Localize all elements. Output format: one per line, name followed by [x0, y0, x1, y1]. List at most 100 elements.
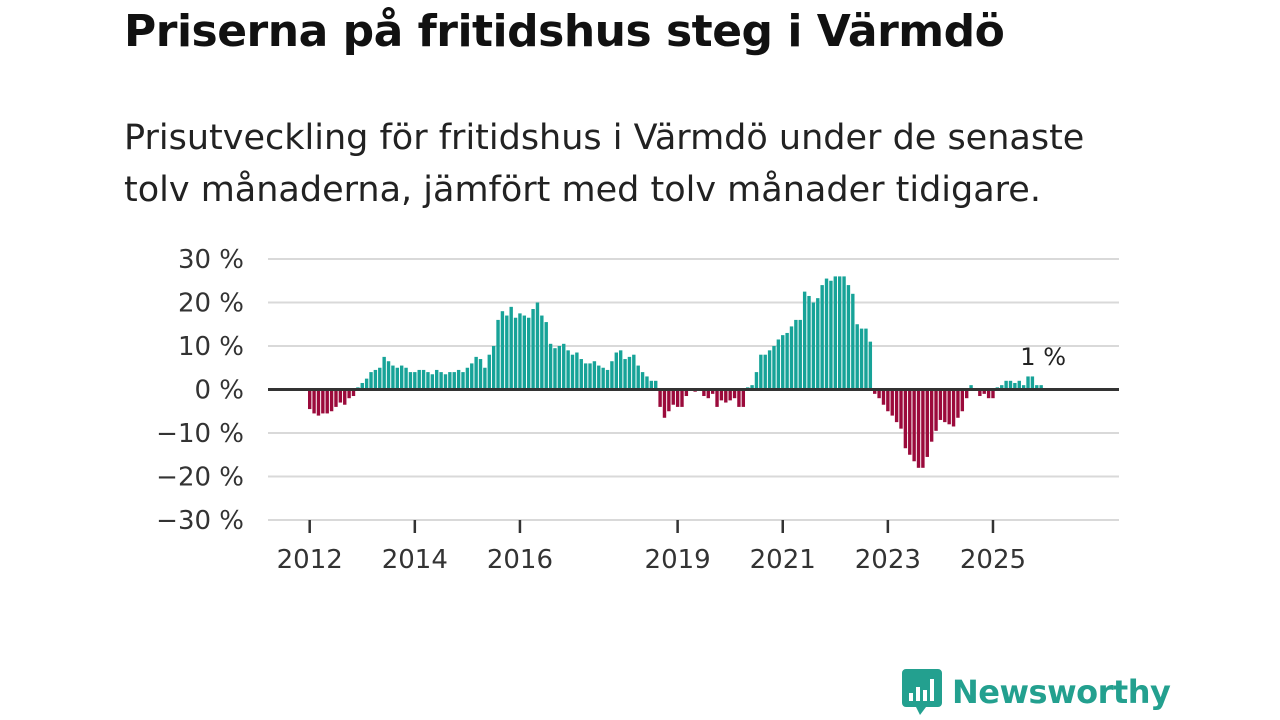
bar — [527, 317, 531, 390]
bar — [978, 389, 982, 397]
bar — [531, 309, 535, 390]
bar — [316, 389, 321, 416]
bar — [772, 346, 776, 390]
bar — [334, 389, 338, 407]
bar — [969, 385, 973, 390]
bar — [1017, 380, 1021, 390]
x-tick-label: 2019 — [645, 545, 711, 575]
bar — [846, 285, 851, 390]
brand-name: Newsworthy — [952, 673, 1171, 711]
bar — [435, 369, 439, 390]
bar — [715, 389, 719, 407]
bar — [986, 389, 991, 399]
bar — [636, 365, 640, 390]
bar — [540, 315, 544, 390]
bar — [627, 356, 632, 390]
bar — [566, 350, 570, 390]
bar — [798, 319, 802, 390]
x-tick-label: 2025 — [960, 545, 1026, 575]
bar — [1008, 380, 1013, 390]
bar — [443, 374, 448, 390]
bar — [369, 372, 373, 390]
bar — [802, 291, 807, 390]
bar — [1013, 382, 1017, 390]
bar — [982, 389, 986, 394]
bar — [820, 285, 824, 390]
bar — [575, 352, 579, 390]
bar — [632, 354, 636, 390]
bar — [439, 372, 443, 390]
bar — [478, 359, 483, 390]
bar — [947, 389, 951, 425]
bar — [916, 389, 921, 468]
bar — [934, 389, 938, 431]
bar — [649, 380, 654, 390]
bar — [614, 352, 618, 390]
bar — [544, 322, 548, 390]
bar — [360, 382, 364, 390]
bar — [807, 295, 811, 390]
bar — [881, 389, 886, 405]
bar — [470, 363, 474, 390]
bar — [640, 372, 645, 390]
brand-logo: Newsworthy — [902, 669, 1171, 715]
bar — [452, 372, 456, 390]
bar — [789, 326, 794, 390]
bar — [570, 354, 575, 390]
chart-subtitle: Prisutveckling för fritidshus i Värmdö u… — [124, 118, 1085, 210]
bar-series — [308, 276, 1043, 468]
bar — [338, 389, 343, 403]
y-tick-label: 20 % — [178, 289, 244, 319]
bar — [886, 389, 890, 412]
bar — [548, 343, 553, 390]
bar — [908, 389, 912, 455]
bar — [925, 389, 929, 457]
bar — [654, 380, 658, 390]
bar — [824, 278, 829, 390]
bar — [851, 293, 855, 390]
bar — [956, 389, 960, 418]
bar — [618, 350, 623, 390]
bar — [1035, 385, 1039, 390]
bar — [465, 367, 470, 390]
bar — [759, 354, 763, 390]
bar — [675, 389, 680, 407]
x-tick-label: 2021 — [750, 545, 816, 575]
bar — [662, 389, 667, 418]
bar — [719, 389, 724, 401]
bar — [903, 389, 908, 449]
bar — [741, 389, 746, 407]
bar — [667, 389, 671, 412]
bar — [833, 276, 837, 390]
bar — [597, 365, 601, 390]
bar — [868, 341, 873, 390]
bar — [461, 372, 465, 390]
bar — [496, 319, 500, 390]
bar — [623, 359, 627, 390]
y-tick-label: 30 % — [178, 245, 244, 275]
bar — [518, 313, 522, 390]
bar — [456, 369, 461, 390]
bar — [474, 356, 478, 390]
bar — [816, 298, 820, 390]
bar — [929, 389, 934, 442]
bar — [417, 369, 421, 390]
bar — [395, 367, 399, 390]
bar — [724, 389, 728, 403]
bar — [842, 276, 846, 390]
bar — [645, 376, 649, 390]
bar — [728, 389, 732, 401]
x-tick-label: 2023 — [855, 545, 921, 575]
grid-lines — [268, 258, 1119, 521]
bar — [382, 356, 386, 390]
bar — [877, 389, 881, 399]
bar — [899, 389, 903, 429]
bar — [894, 389, 899, 423]
bar — [312, 389, 316, 414]
bar — [513, 317, 518, 390]
bar — [321, 389, 325, 414]
bar — [855, 324, 859, 390]
bar — [557, 346, 562, 390]
bar — [1026, 376, 1030, 390]
bar — [750, 385, 754, 390]
